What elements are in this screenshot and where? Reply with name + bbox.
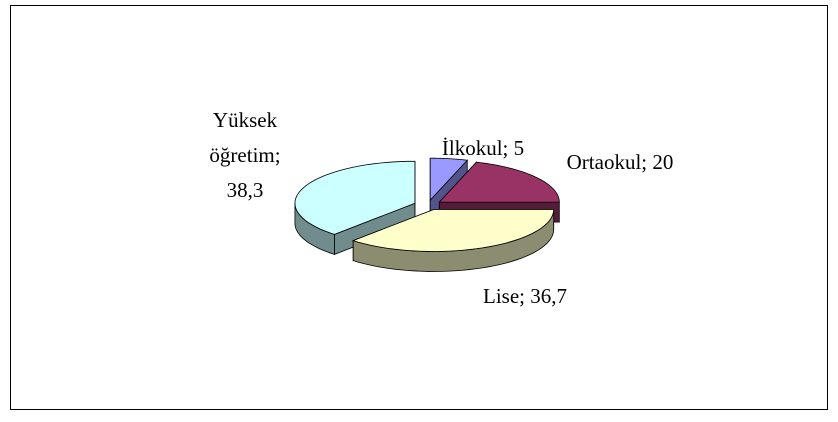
data-label: Lise; 36,7	[483, 284, 567, 308]
slice	[294, 160, 416, 235]
slice	[351, 209, 555, 252]
slice	[429, 157, 469, 202]
data-label: Ortaokul; 20	[566, 150, 674, 174]
chart-frame	[10, 5, 828, 410]
slice	[438, 161, 560, 203]
data-label: İlkokul; 5	[441, 136, 525, 160]
data-label: Yüksek öğretim; 38,3	[209, 108, 281, 202]
slice	[351, 208, 555, 272]
